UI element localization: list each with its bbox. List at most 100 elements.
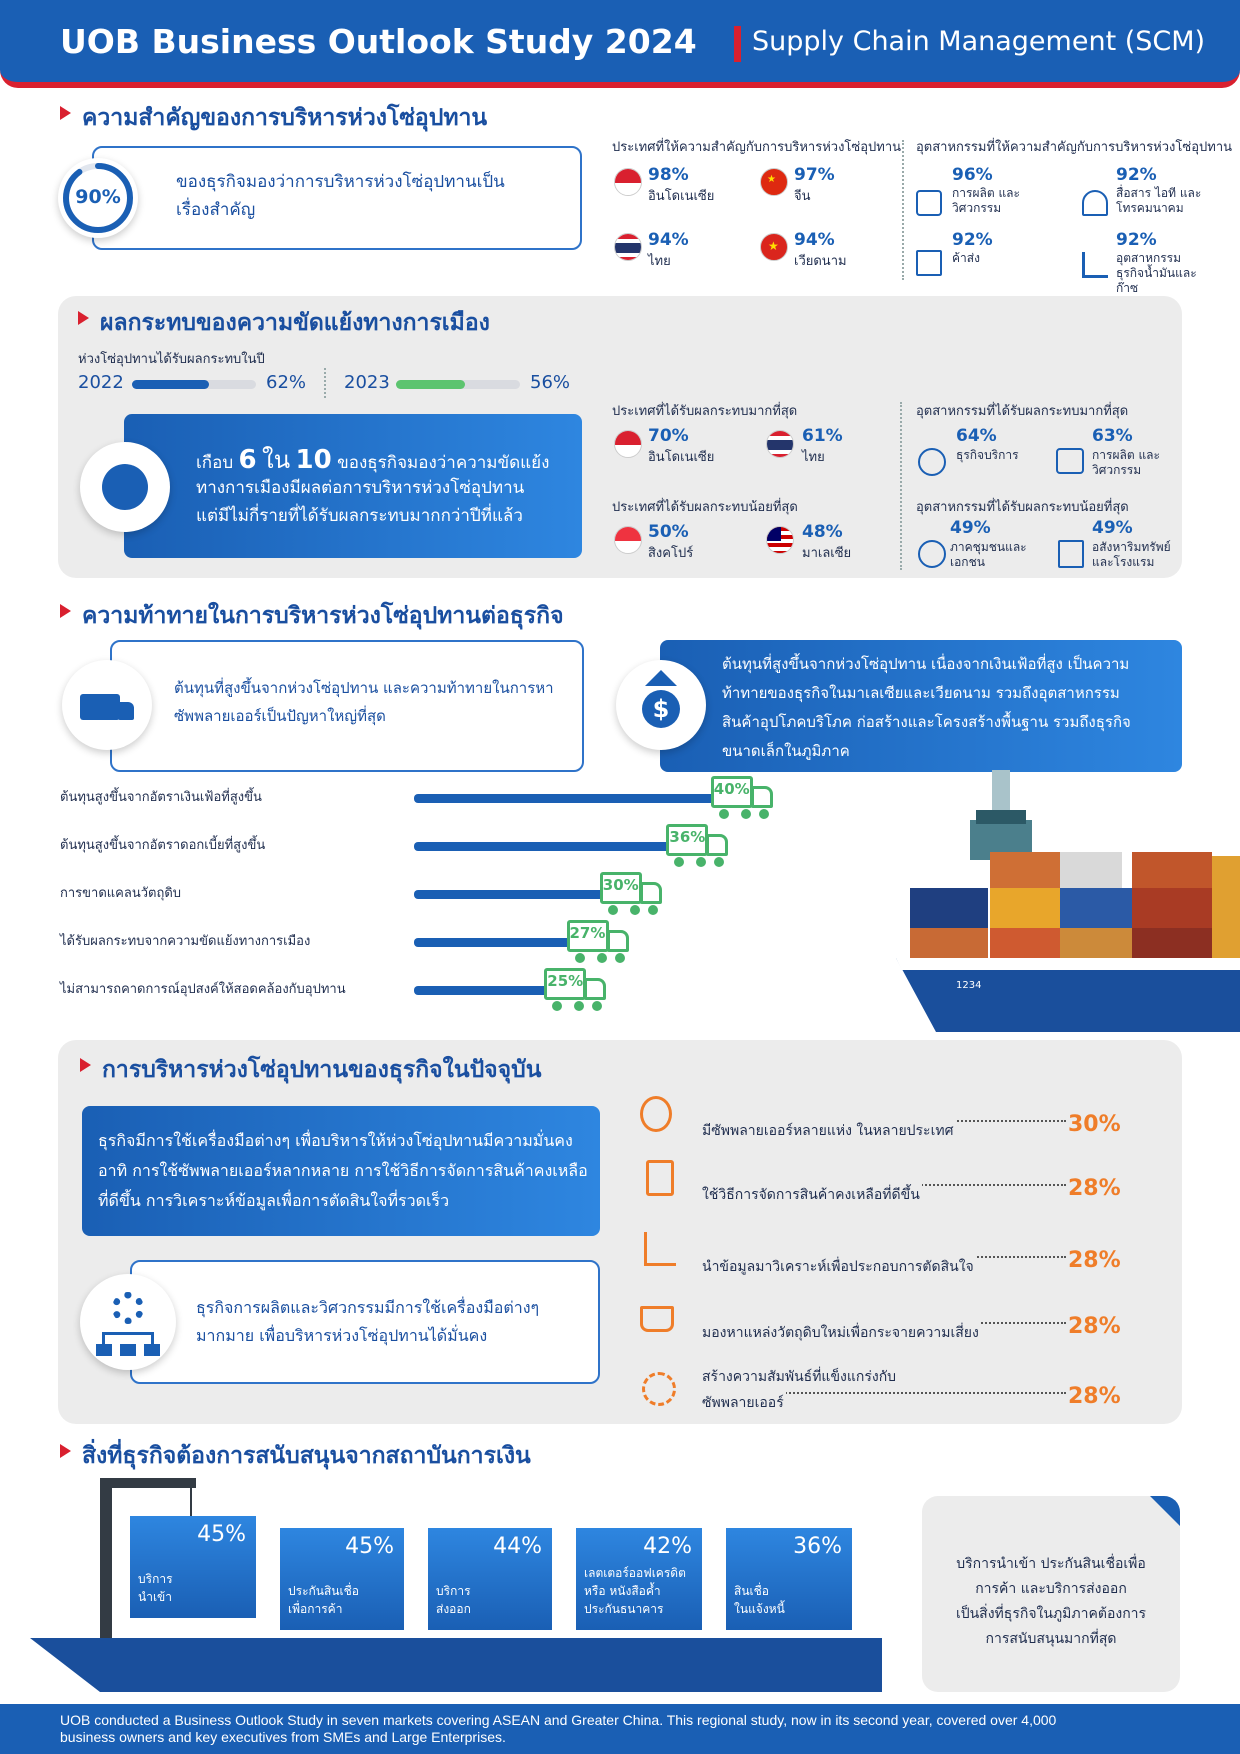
footer-line: business owners and key executives from … [60,1729,506,1745]
wholesale-icon [916,250,942,276]
support-label: ในแจ้งหนี้ [734,1602,785,1616]
conflict-highlight-box: เกือบ 6 ใน 10 ของธุรกิจมองว่าความขัดแย้ง… [124,414,582,558]
cargo-ship-illustration: 1234 [896,770,1240,1032]
globe-icon [80,442,170,532]
clipboard-icon [646,1160,674,1196]
section2-title: ผลกระทบของความขัดแย้งทางการเมือง [100,310,490,336]
section-bullet-icon [60,106,71,120]
industry-name: อสังหาริมทรัพย์และโรงแรม [1092,540,1171,569]
support-label: เพื่อการค้า [288,1602,343,1616]
challenge-pct: 25% [547,972,584,990]
practice-pct: 28% [1068,1384,1121,1409]
country-pct: 94% [648,230,689,250]
impact-bar-2023 [396,380,466,389]
support-pct: 36% [793,1534,842,1559]
importance-text: ของธุรกิจมองว่าการบริหารห่วงโซ่อุปทานเป็… [176,172,505,220]
thailand-flag-icon [766,430,794,458]
corner-fold-icon [1150,1496,1180,1526]
practice-label: สร้างความสัมพันธ์ที่แข็งแกร่งกับ [702,1369,897,1385]
manufacturing-line2: มากมาย เพื่อบริหารห่วงโซ่อุปทานได้มั่นคง [196,1326,488,1345]
industry-name: ภาคชุมชนและเอกชน [950,540,1027,569]
industry-pct: 64% [956,426,997,446]
support-export: 44% บริการ ส่งออก [428,1528,552,1630]
china-flag-icon: ★ [760,168,788,196]
note-line: บริการนำเข้า ประกันสินเชื่อเพื่อ [956,1556,1146,1572]
challenge-bar [414,890,614,899]
section-bullet-icon [80,1058,91,1072]
challenge-bar [414,938,581,947]
section4-title: การบริหารห่วงโซ่อุปทานของธุรกิจในปัจจุบั… [102,1057,542,1083]
vietnam-flag-icon: ★ [760,233,788,261]
country-pct: 94% [794,230,835,250]
analytics-icon [644,1232,676,1266]
support-label: ประกันสินเชื่อ [288,1584,359,1598]
manufacturing-line1: ธุรกิจการผลิตและวิศวกรรมมีการใช้เครื่องม… [196,1298,540,1317]
manufacturing-icon [1056,448,1084,474]
support-label: บริการ [436,1584,471,1598]
sourcing-cart-icon [640,1306,674,1332]
country-name: สิงคโปร์ [648,546,694,561]
support-pct: 45% [197,1522,246,1547]
real-estate-icon [1058,540,1084,568]
crane-cable [190,1488,192,1518]
relationship-icon [642,1372,676,1406]
section1-title: ความสำคัญของการบริหารห่วงโซ่อุปทาน [82,105,488,131]
country-name: จีน [794,189,811,204]
support-label: หรือ หนังสือค้ำ [584,1584,661,1598]
note-line: การค้า และบริการส่งออก [975,1581,1127,1597]
highlight-number: 10 [295,445,332,475]
support-label: เลตเตอร์ออฟเครดิต [584,1566,686,1580]
truck-icon: 30% [599,872,666,916]
industry-name: การผลิต และ วิศวกรรม [952,186,1020,215]
challenge-label: ต้นทุนสูงขึ้นจากอัตราเงินเฟ้อที่สูงขึ้น [60,790,262,805]
support-label: ประกันธนาคาร [584,1602,664,1616]
services-icon [918,448,946,476]
pct-2023: 56% [530,372,571,393]
support-label: นำเข้า [138,1590,172,1604]
indonesia-flag-icon [614,430,642,458]
crane-icon [100,1478,112,1678]
industries-title: อุตสาหกรรมที่ให้ความสำคัญกับการบริหารห่ว… [916,140,1233,155]
challenge-chart: ต้นทุนสูงขึ้นจากอัตราเงินเฟ้อที่สูงขึ้น 4… [0,776,900,1020]
most-industry-title: อุตสาหกรรมที่ได้รับผลกระทบมากที่สุด [916,404,1129,419]
highlight-mid: ใน [262,446,291,474]
support-label: บริการ [138,1572,173,1586]
manufacturing-icon [916,190,942,216]
oil-gas-icon [1082,252,1108,278]
country-pct: 61% [802,426,843,446]
indonesia-flag-icon [614,168,642,196]
challenge-pct: 40% [713,780,750,798]
industry-name: การผลิต และ วิศวกรรม [1092,448,1160,477]
practice-pct: 28% [1068,1176,1121,1201]
tools-line: อาทิ การใช้ซัพพลายเออร์หลากหลาย การใช้วิ… [98,1161,588,1180]
least-country-title: ประเทศที่ได้รับผลกระทบน้อยที่สุด [612,500,798,515]
practice-label: มีซัพพลายเออร์หลายแห่ง ในหลายประเทศ [702,1120,956,1142]
practice-pct: 30% [1068,1112,1121,1137]
practice-label: ใช้วิธีการจัดการสินค้าคงเหลือที่ดีขึ้น [702,1184,922,1206]
industry-pct: 92% [1116,230,1157,250]
singapore-flag-icon [614,526,642,554]
page-subtitle: Supply Chain Management (SCM) [752,26,1206,57]
header-divider [734,26,741,62]
practice-pct: 28% [1068,1314,1121,1339]
support-invoice-financing: 36% สินเชื่อ ในแจ้งหนี้ [726,1528,852,1630]
country-name: อินโดเนเซีย [648,450,715,465]
country-pct: 48% [802,522,843,542]
challenge-label: การขาดแคลนวัตถุดิบ [60,886,182,901]
industry-name: ธุรกิจบริการ [956,448,1019,462]
section-bullet-icon [60,1444,71,1458]
section-bullet-icon [60,604,71,618]
dollar-up-icon: $ [616,660,706,750]
divider [902,140,904,280]
least-industry-title: อุตสาหกรรมที่ได้รับผลกระทบน้อยที่สุด [916,500,1129,515]
impact-bar-track [396,380,520,389]
truck-icon: 25% [544,968,610,1012]
inflation-line: ท้าทายของธุรกิจในมาเลเซียและเวียดนาม รวม… [722,684,1120,702]
truck-icon: 27% [566,920,633,964]
countries-title: ประเทศที่ให้ความสำคัญกับการบริหารห่วงโซ่… [612,140,902,155]
industry-pct: 92% [952,230,993,250]
inflation-line: สินค้าอุปโภคบริโภค ก่อสร้างและโครงสร้างพ… [722,713,1131,731]
challenge-line2: ซัพพลายเออร์เป็นปัญหาใหญ่ที่สุด [174,707,386,725]
truck-icon: 36% [666,824,732,868]
supplier-network-icon [640,1096,672,1132]
